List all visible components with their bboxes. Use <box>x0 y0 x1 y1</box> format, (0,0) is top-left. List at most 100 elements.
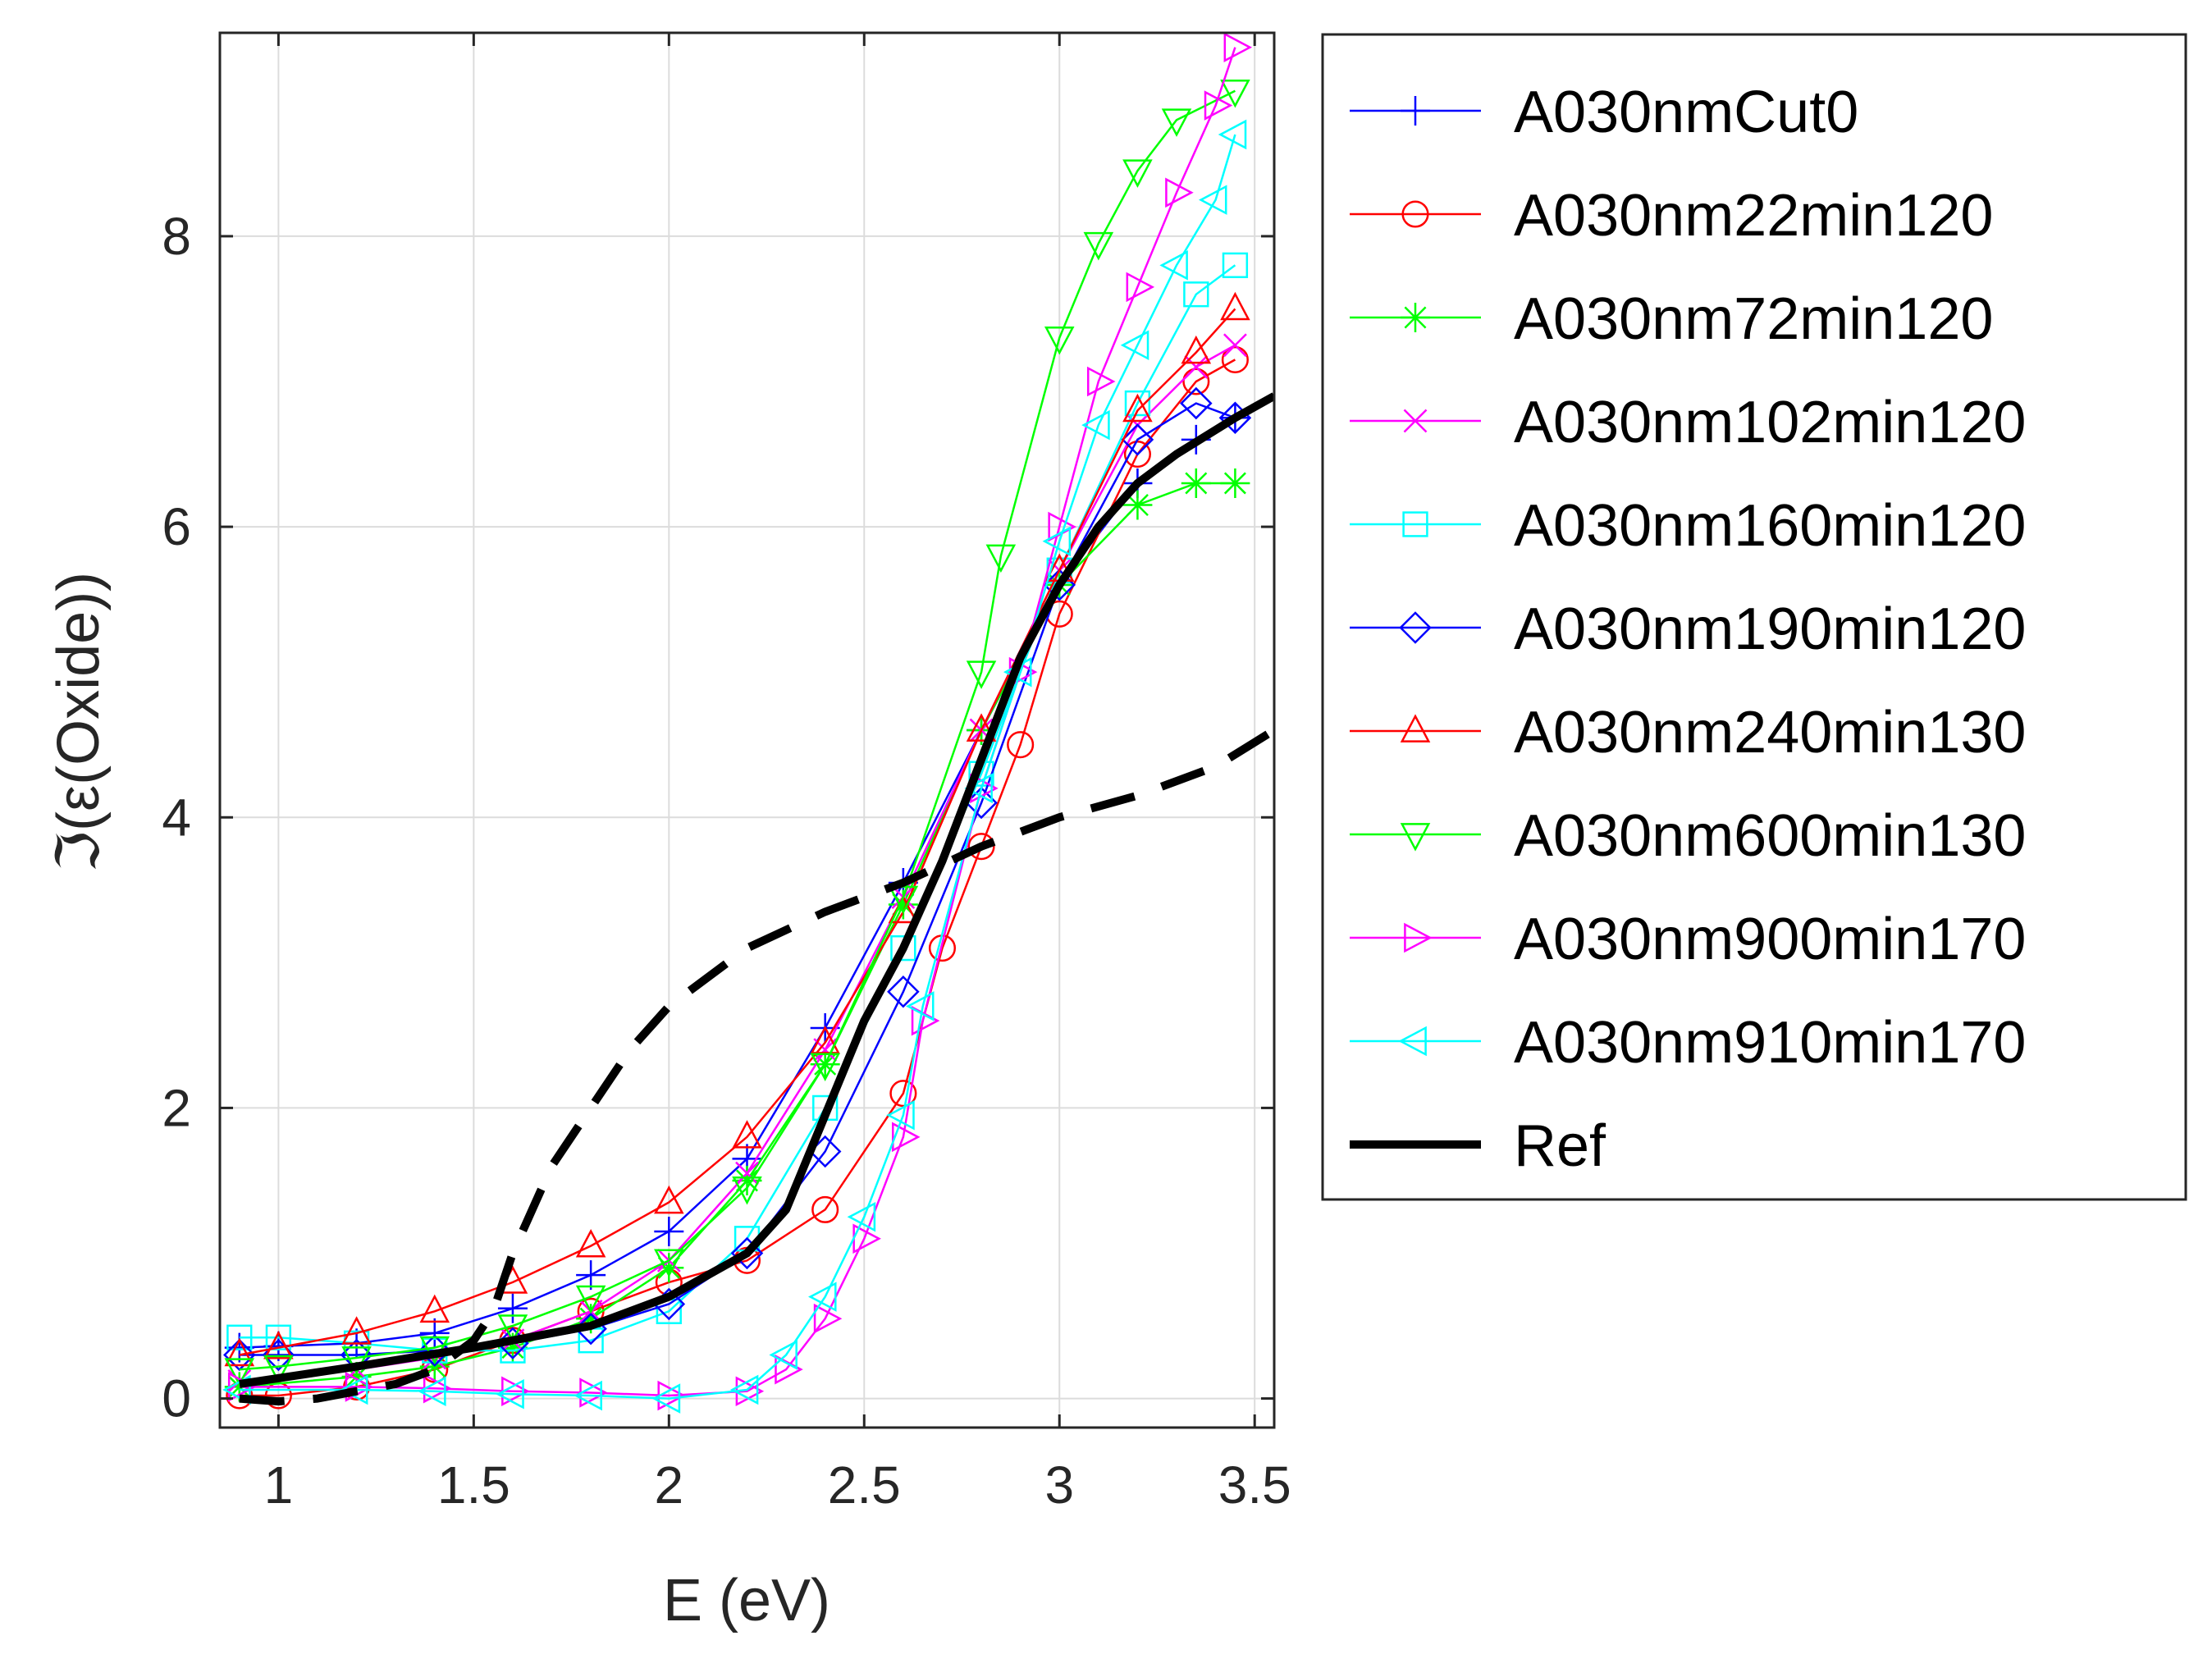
legend-entry: A030nm190min120 <box>1350 596 2026 662</box>
ticks: 1 1.5 2 2.5 3 3.5 0 2 4 6 8 <box>162 33 1291 1515</box>
marker-triangle-up <box>654 1185 684 1214</box>
series-line <box>239 482 1236 1388</box>
marker-diamond <box>1399 611 1432 644</box>
marker-triangle-left <box>905 991 935 1021</box>
marker-triangle-up <box>263 1330 294 1359</box>
marker-triangle-left <box>1198 185 1227 215</box>
marker-plus <box>419 1318 450 1348</box>
series-line <box>239 134 1236 1400</box>
marker-plus <box>497 1293 528 1323</box>
marker-circle <box>811 1195 839 1223</box>
marker-triangle-right <box>1165 177 1194 208</box>
marker-triangle-left <box>1120 330 1149 361</box>
marker-circle <box>1182 368 1210 395</box>
marker-triangle-right <box>813 1303 843 1334</box>
marker-triangle-down <box>985 544 1017 573</box>
marker-triangle-down <box>1161 108 1192 137</box>
x-tick-label: 2.5 <box>828 1455 901 1515</box>
x-tick-label: 3.5 <box>1218 1455 1291 1515</box>
marker-triangle-down <box>497 1314 528 1343</box>
marker-triangle-left <box>496 1378 524 1410</box>
marker-plus <box>1401 96 1430 126</box>
marker-plus <box>654 1216 684 1246</box>
marker-asterisk <box>732 1165 762 1195</box>
series-line <box>239 89 1236 1371</box>
legend-label: A030nm102min120 <box>1514 390 2026 455</box>
legend-entry: Ref <box>1350 1113 1606 1179</box>
marker-circle <box>1401 200 1429 228</box>
legend-entry: A030nm22min120 <box>1350 183 1993 249</box>
reference-line <box>239 392 1274 1388</box>
marker-triangle-down <box>224 1358 255 1387</box>
legend-label: A030nm22min120 <box>1514 183 1993 249</box>
x-tick-label: 3 <box>1044 1455 1074 1515</box>
marker-triangle-left <box>1159 250 1188 281</box>
marker-triangle-left <box>729 1374 759 1405</box>
marker-triangle-down <box>341 1346 372 1375</box>
marker-triangle-down <box>732 1176 762 1205</box>
marker-triangle-left <box>964 773 993 804</box>
marker-asterisk <box>497 1332 528 1363</box>
marker-triangle-down <box>1044 327 1075 355</box>
marker-triangle-down <box>575 1285 606 1314</box>
marker-triangle-up <box>575 1228 606 1258</box>
marker-diamond <box>1180 386 1213 420</box>
reference-dashed-line <box>239 726 1274 1406</box>
marker-triangle-down <box>966 660 997 689</box>
marker-triangle-down <box>263 1355 294 1384</box>
marker-triangle-left <box>847 1201 876 1232</box>
marker-circle <box>967 833 995 861</box>
marker-triangle-down <box>1400 823 1431 852</box>
marker-asterisk <box>1122 490 1153 520</box>
marker-diamond <box>223 1338 256 1372</box>
series-line <box>239 308 1236 1356</box>
marker-triangle-down <box>1220 79 1250 108</box>
marker-x <box>1403 409 1428 433</box>
y-tick-label: 8 <box>162 207 191 266</box>
legend-entry: A030nm240min130 <box>1350 700 2026 765</box>
marker-square <box>1183 281 1209 308</box>
marker-asterisk <box>341 1362 372 1392</box>
marker-triangle-right <box>1223 33 1253 62</box>
legend-label: A030nm600min130 <box>1514 803 2026 869</box>
legend-entry: A030nm160min120 <box>1350 493 2026 559</box>
marker-triangle-up <box>1220 291 1250 321</box>
marker-triangle-right <box>1126 272 1155 303</box>
marker-triangle-up <box>1122 393 1153 423</box>
x-axis-title: E (eV) <box>663 1568 830 1633</box>
legend-label: A030nmCut0 <box>1514 80 1858 145</box>
legend-entry: A030nm600min130 <box>1350 803 2026 869</box>
legend-box <box>1321 33 2187 1201</box>
marker-plus <box>576 1260 606 1291</box>
marker-triangle-left <box>1218 119 1247 150</box>
y-tick-label: 4 <box>162 788 191 847</box>
y-tick-label: 6 <box>162 497 191 556</box>
marker-square <box>226 1324 253 1350</box>
legend-entry: A030nm910min170 <box>1350 1010 2026 1076</box>
marker-diamond <box>887 975 920 1008</box>
marker-asterisk <box>224 1372 254 1402</box>
marker-triangle-up <box>419 1294 450 1323</box>
marker-triangle-up <box>224 1337 255 1367</box>
marker-asterisk <box>654 1253 684 1283</box>
marker-triangle-left <box>222 1374 251 1405</box>
marker-triangle-down <box>1122 159 1153 188</box>
legend-entry: A030nmCut0 <box>1350 80 1858 145</box>
legend-entry: A030nm102min120 <box>1350 390 2026 455</box>
marker-square <box>1124 390 1151 417</box>
marker-circle <box>1007 731 1035 759</box>
marker-triangle-right <box>1204 90 1233 121</box>
marker-triangle-left <box>886 1099 915 1131</box>
y-tick-label: 0 <box>162 1369 191 1428</box>
marker-asterisk <box>888 889 918 920</box>
marker-triangle-left <box>808 1282 837 1312</box>
marker-triangle-left <box>574 1380 602 1411</box>
marker-asterisk <box>1181 468 1211 498</box>
legend: A030nmCut0 A030nm22min120 A030nm72min120 A0… <box>1321 33 2187 1201</box>
marker-asterisk <box>576 1304 606 1334</box>
marker-diamond <box>1121 423 1154 456</box>
marker-triangle-left <box>1042 526 1072 557</box>
marker-x <box>1223 333 1247 358</box>
marker-square <box>890 934 916 962</box>
marker-triangle-right <box>892 1122 921 1153</box>
